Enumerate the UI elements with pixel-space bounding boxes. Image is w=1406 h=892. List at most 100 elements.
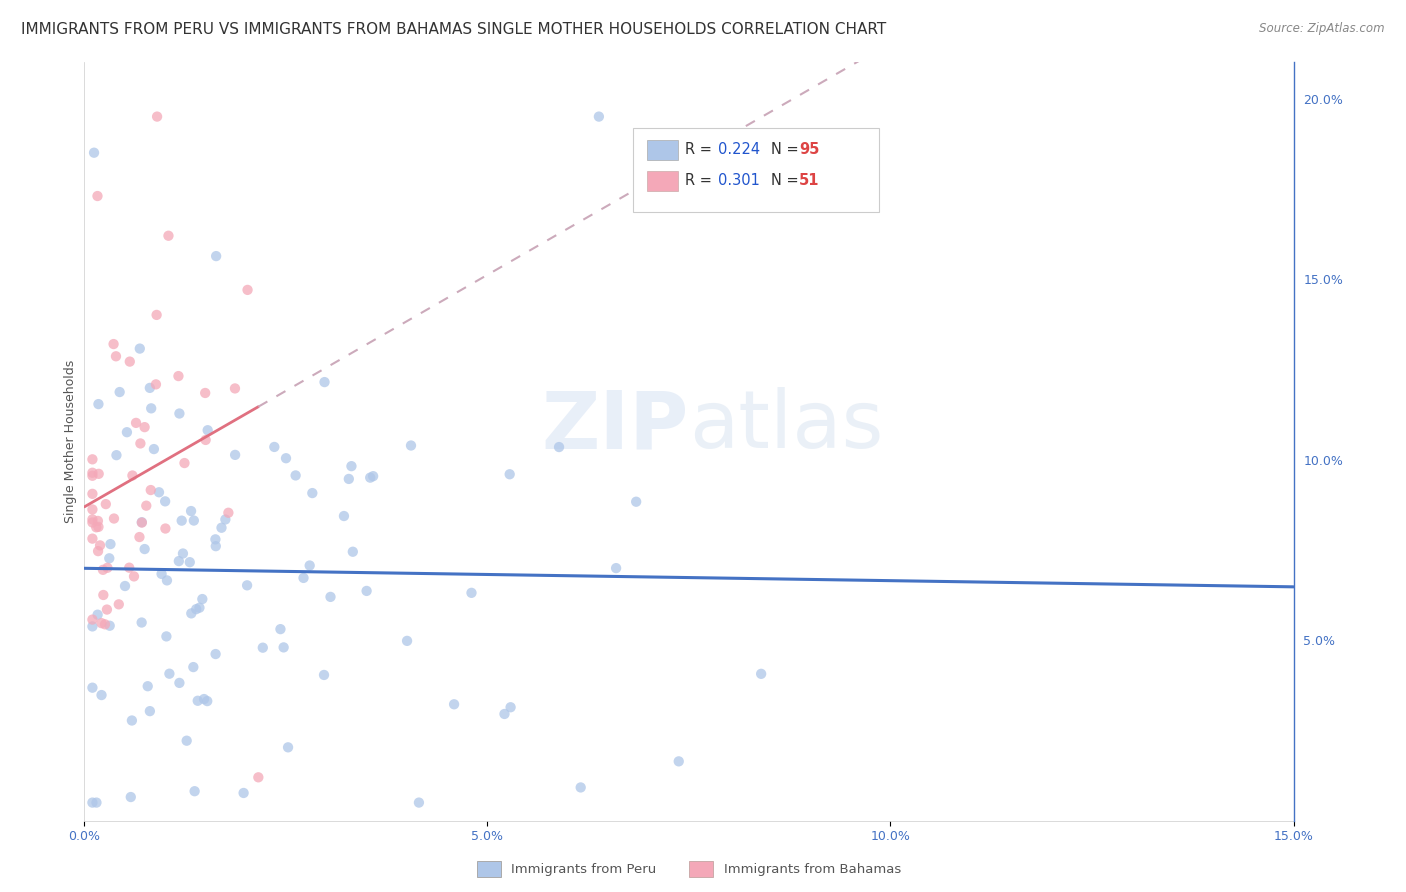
Text: N =: N = [772, 142, 803, 157]
Point [98, 551, 121, 566]
Point [361, 469, 384, 483]
Point [91, 563, 114, 577]
Point [217, 506, 239, 520]
Point [443, 698, 465, 712]
Point [195, 694, 218, 708]
Point [84, 520, 107, 534]
Point [314, 375, 336, 389]
Point [224, 381, 246, 395]
Point [186, 602, 208, 616]
Point [169, 407, 191, 421]
Point [460, 586, 482, 600]
Point [120, 790, 142, 805]
Point [624, 494, 647, 508]
Point [136, 679, 159, 693]
Point [139, 704, 162, 718]
Text: Source: ZipAtlas.com: Source: ZipAtlas.com [1260, 22, 1385, 36]
Point [139, 381, 162, 395]
Point [91, 588, 114, 602]
Point [668, 755, 690, 769]
Point [128, 342, 150, 356]
Point [548, 440, 571, 454]
Point [82, 613, 104, 627]
Point [155, 629, 177, 643]
Point [82, 796, 104, 810]
Point [588, 110, 610, 124]
Point [356, 583, 378, 598]
Point [83, 145, 105, 160]
Point [263, 440, 285, 454]
Point [204, 647, 226, 661]
Point [298, 558, 321, 573]
Point [142, 442, 165, 456]
Point [82, 487, 104, 501]
Point [94, 497, 117, 511]
Point [87, 467, 110, 481]
Point [82, 466, 104, 480]
Point [180, 504, 202, 518]
Point [269, 622, 291, 636]
Point [224, 448, 246, 462]
Point [96, 561, 118, 575]
Point [214, 512, 236, 526]
Point [150, 566, 173, 581]
Point [342, 545, 364, 559]
Point [499, 467, 522, 482]
Point [82, 619, 104, 633]
Point [167, 554, 190, 568]
Point [89, 538, 111, 552]
Point [103, 511, 125, 525]
Point [319, 590, 342, 604]
Point [211, 521, 233, 535]
Point [292, 571, 315, 585]
Point [749, 666, 772, 681]
Point [247, 770, 270, 784]
Point [183, 514, 205, 528]
Point [273, 640, 295, 655]
Y-axis label: Single Mother Households: Single Mother Households [65, 359, 77, 524]
Point [274, 451, 297, 466]
Text: 0.224: 0.224 [717, 142, 759, 157]
Point [176, 733, 198, 747]
Point [194, 433, 217, 447]
Point [204, 539, 226, 553]
Text: R =: R = [686, 142, 717, 157]
Point [94, 617, 117, 632]
Point [188, 600, 211, 615]
Point [284, 468, 307, 483]
Point [408, 796, 430, 810]
Point [169, 676, 191, 690]
Point [145, 308, 167, 322]
Point [569, 780, 592, 795]
Point [125, 416, 148, 430]
Point [183, 660, 205, 674]
Legend: Immigrants from Peru, Immigrants from Bahamas: Immigrants from Peru, Immigrants from Ba… [471, 855, 907, 882]
Point [100, 537, 122, 551]
Point [494, 706, 516, 721]
Point [277, 740, 299, 755]
Point [82, 512, 104, 526]
Point [131, 516, 153, 530]
Point [156, 574, 179, 588]
Point [194, 386, 217, 401]
Point [96, 602, 118, 616]
Point [82, 452, 104, 467]
Point [108, 385, 131, 400]
Text: 0.301: 0.301 [717, 173, 759, 188]
Point [193, 692, 215, 706]
Point [82, 502, 104, 516]
Point [337, 472, 360, 486]
Point [87, 397, 110, 411]
Point [86, 607, 108, 622]
Point [107, 598, 129, 612]
Point [205, 249, 228, 263]
Text: 51: 51 [799, 173, 820, 188]
Point [180, 607, 202, 621]
Point [104, 349, 127, 363]
Point [82, 516, 104, 530]
Point [236, 283, 259, 297]
Text: R =: R = [686, 173, 717, 188]
Text: 95: 95 [799, 142, 820, 157]
Point [115, 425, 138, 440]
Point [122, 569, 145, 583]
